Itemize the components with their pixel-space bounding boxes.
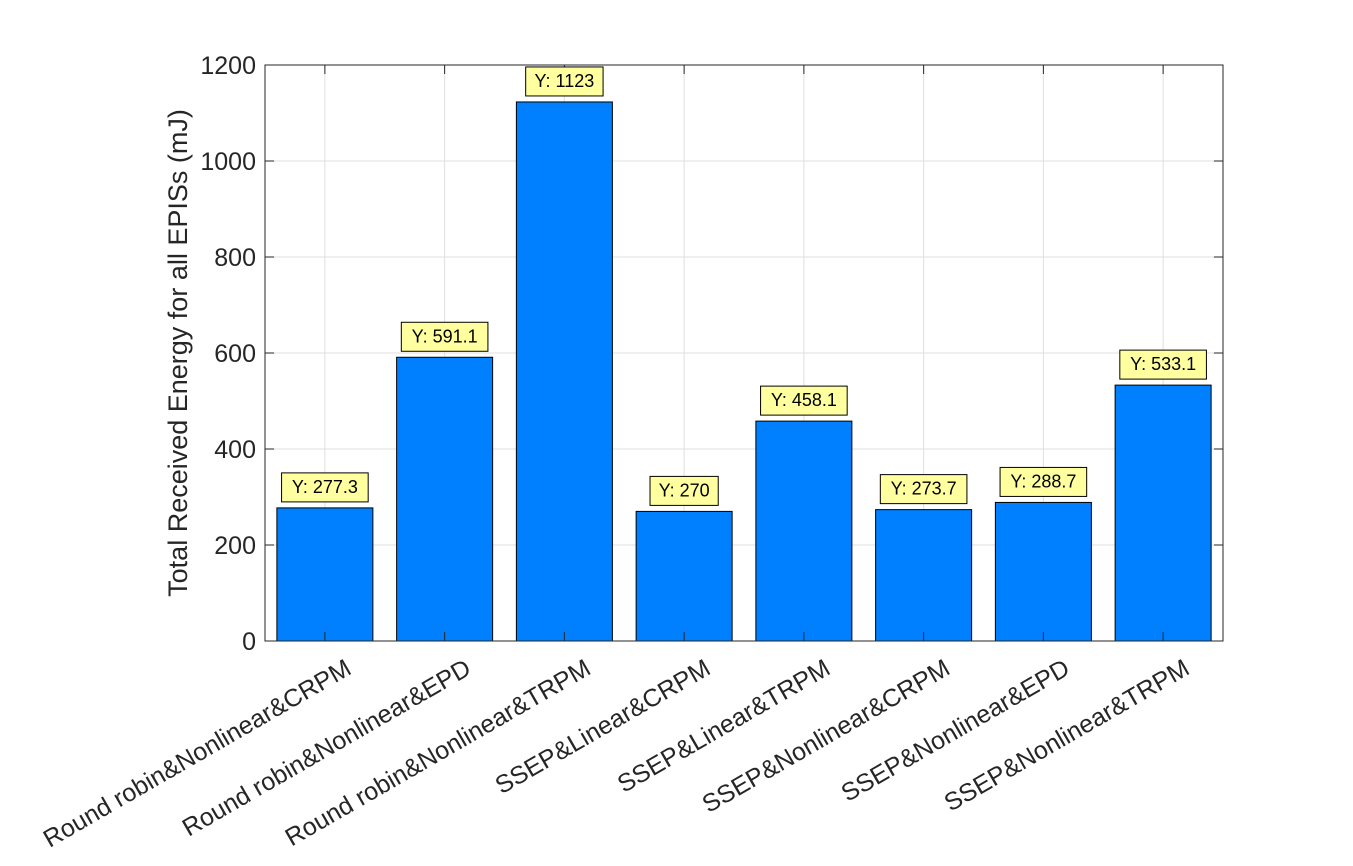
data-label: Y: 458.1 (771, 390, 837, 410)
bar (276, 507, 374, 642)
data-label-box (999, 466, 1088, 497)
data-label: Y: 1123 (535, 71, 595, 91)
data-label: Y: 277.3 (292, 477, 358, 497)
bar (994, 501, 1092, 642)
y-tick-label: 200 (214, 532, 256, 560)
bar (755, 420, 853, 642)
data-label: Y: 591.1 (412, 326, 478, 346)
data-label: Y: 273.7 (891, 479, 957, 499)
data-label-box (281, 472, 369, 503)
bar (635, 510, 733, 642)
y-axis-label: Total Received Energy for all EPISs (mJ) (163, 109, 193, 597)
data-label-box (400, 321, 489, 352)
bar (396, 356, 494, 642)
bars (276, 101, 1212, 642)
x-tick-label: SSEP&Linear&CRPM (491, 654, 716, 800)
data-labels: Y: 277.3 Y: 591.1 Y: 1123 Y: 270 Y: 458.1 Y: … (281, 66, 1207, 506)
bar (1114, 384, 1212, 642)
data-label-box (760, 385, 848, 416)
y-tick-label: 1200 (200, 52, 256, 80)
data-label: Y: 270 (659, 480, 710, 500)
bar (875, 509, 973, 642)
data-label-box (649, 475, 719, 506)
y-tick-label: 800 (214, 244, 256, 272)
data-label-box (525, 66, 604, 97)
data-label-box (1119, 349, 1207, 380)
data-label: Y: 533.1 (1130, 354, 1196, 374)
y-tick-label: 600 (214, 340, 256, 368)
data-label: Y: 288.7 (1010, 471, 1076, 491)
y-tick-label: 400 (214, 436, 256, 464)
y-tick-label: 0 (242, 628, 256, 656)
data-label-box (879, 474, 968, 505)
x-tick-label: SSEP&Linear&TRPM (613, 654, 835, 798)
y-tick-label: 1000 (200, 148, 256, 176)
bar (515, 101, 613, 642)
